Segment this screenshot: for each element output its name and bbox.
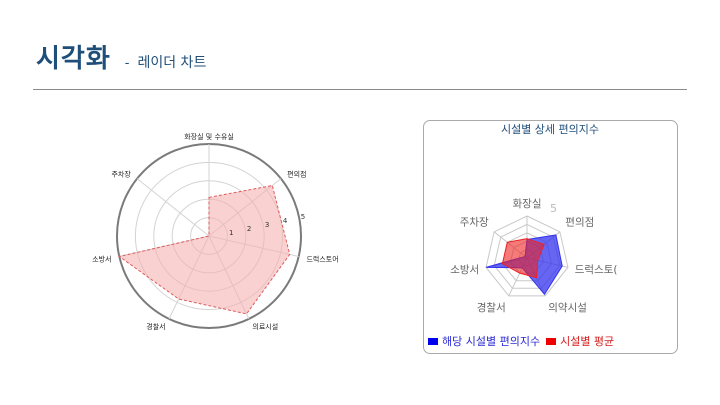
legend-item-average[interactable]: 시설별 평균 xyxy=(546,333,614,349)
radar-tick-label: 5 xyxy=(301,213,305,221)
page-title: 시각화 xyxy=(36,44,111,74)
legend-swatch-blue xyxy=(428,337,438,345)
legend-swatch-red xyxy=(546,337,557,345)
radar-axis-label: 의약시설 xyxy=(548,302,587,314)
radar-axis-label: 편의점 xyxy=(287,170,306,179)
radar-axis-label: 주차장 xyxy=(460,216,489,228)
page-subtitle: 레이더 차트 xyxy=(137,55,207,71)
header-divider xyxy=(33,89,687,90)
radar-tick-label: 5 xyxy=(550,202,557,215)
radar-axis-label: 화장실 및 수유실 xyxy=(184,132,234,141)
radar-spoke xyxy=(136,178,210,237)
radar-axis-label: 편의점 xyxy=(565,215,594,228)
legend-item-facility-index[interactable]: 해당 시설별 편의지수 xyxy=(428,333,540,349)
radar-axis-label: 주차장 xyxy=(111,170,131,179)
radar-tick-label: 4 xyxy=(283,217,288,225)
chart-legend: 해당 시설별 편의지수 시설별 평균 xyxy=(428,333,620,349)
radar-axis-label: 드럭스토( xyxy=(575,264,618,276)
radar-axis-label: 화장실 xyxy=(513,198,542,210)
radar-series-average xyxy=(501,238,545,279)
radar-axis-label: 의료시설 xyxy=(252,322,278,331)
radar-axis-label: 경찰서 xyxy=(477,301,506,314)
page-header: 시각화 - 레이더 차트 xyxy=(36,38,206,75)
radar-series-area xyxy=(118,184,291,315)
radar-tick-label: 3 xyxy=(265,221,269,229)
chart-title: 시설별 상세 편의지수 xyxy=(501,123,599,136)
legend-label-average: 시설별 평균 xyxy=(560,335,615,348)
radar-axis-label: 경찰서 xyxy=(146,322,165,331)
radar-tick-label: 2 xyxy=(247,225,251,233)
legend-label-facility-index: 해당 시설별 편의지수 xyxy=(442,335,541,348)
radar-tick-label: 1 xyxy=(229,229,233,237)
radar-grid-heptagon xyxy=(485,215,569,297)
title-separator: - xyxy=(124,56,130,71)
radar-axis-label: 소방서 xyxy=(450,264,479,276)
radar-axis-label: 소방서 xyxy=(92,254,111,263)
radar-axis-label: 드럭스토어 xyxy=(306,254,338,263)
